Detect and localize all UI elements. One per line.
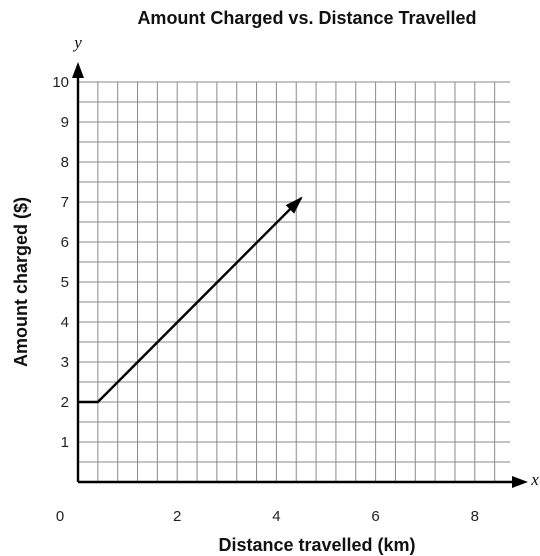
chart-title: Amount Charged vs. Distance Travelled [137,8,476,28]
grid [78,81,510,482]
y-tick-label: 5 [61,274,69,291]
y-tick-label: 3 [61,354,69,371]
x-tick-label: 2 [173,508,181,525]
x-axis-variable: x [530,470,539,489]
y-tick-label: 7 [61,194,69,211]
x-tick-label: 6 [371,508,379,525]
series-arrowhead [285,196,303,214]
y-axis-variable: y [72,33,82,52]
axes [72,62,528,488]
x-tick-label: 8 [471,508,479,525]
x-tick-label: 4 [272,508,280,525]
y-tick-label: 8 [61,154,69,171]
y-tick-label: 6 [61,234,69,251]
y-tick-label: 2 [61,394,69,411]
origin-tick-label: 0 [56,508,64,525]
y-axis-label: Amount charged ($) [11,197,31,367]
y-tick-label: 1 [61,434,69,451]
series [78,196,303,404]
x-axis-label: Distance travelled (km) [218,535,415,555]
tick-labels: 1 2 3 4 5 6 7 8 9 10 2 4 6 8 0 [52,74,479,525]
y-tick-label: 9 [61,114,69,131]
series-line [78,197,303,404]
y-axis-arrowhead [72,62,84,78]
x-axis-arrowhead [512,476,528,488]
y-tick-label: 4 [61,314,69,331]
y-tick-label: 10 [52,74,69,91]
